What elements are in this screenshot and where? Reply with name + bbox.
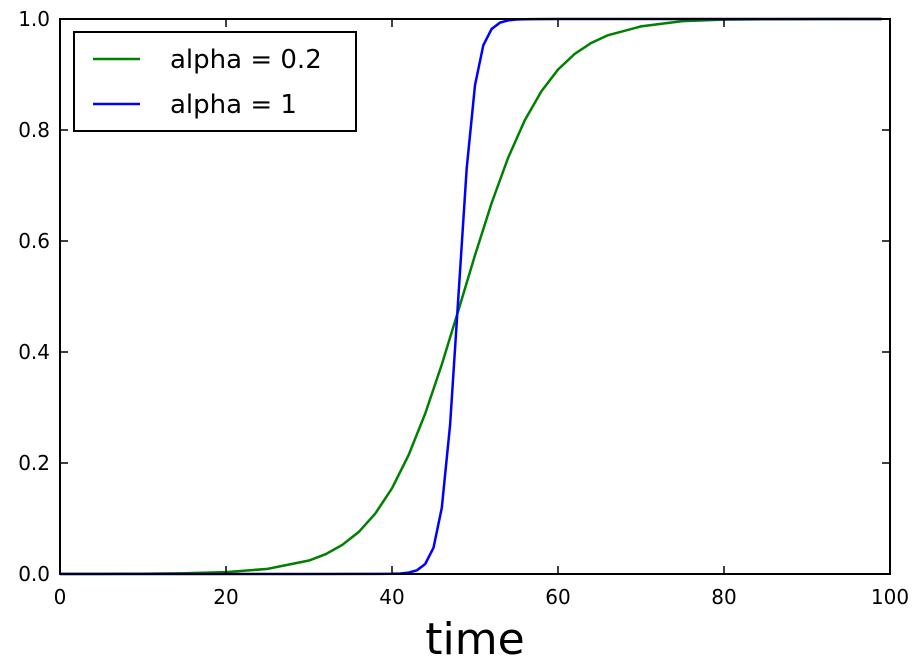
y-tick-label: 0.4 xyxy=(18,340,50,364)
y-tick-label: 0.8 xyxy=(18,118,50,142)
legend-label-alpha-0-2: alpha = 0.2 xyxy=(170,45,322,75)
y-tick-label: 1.0 xyxy=(18,7,50,31)
x-tick-label: 60 xyxy=(545,585,570,609)
x-axis-label: time xyxy=(425,614,524,664)
series-line-0 xyxy=(60,17,882,576)
legend-label-alpha-1: alpha = 1 xyxy=(170,90,297,120)
y-tick-label: 0.0 xyxy=(18,562,50,586)
x-tick-label: 40 xyxy=(379,585,404,609)
legend: alpha = 0.2 alpha = 1 xyxy=(73,31,357,132)
x-tick-label: 20 xyxy=(213,585,238,609)
x-tick-label: 0 xyxy=(54,585,67,609)
y-tick-label: 0.2 xyxy=(18,451,50,475)
x-tick-label: 80 xyxy=(711,585,736,609)
ticks-layer: 0 20 40 60 80 100 0.0 0.2 0.4 0.6 0.8 1.0 xyxy=(18,7,909,609)
plot-frame xyxy=(59,18,891,575)
legend-box xyxy=(73,31,357,132)
y-tick-label: 0.6 xyxy=(18,229,50,253)
x-tick-label: 100 xyxy=(871,585,909,609)
